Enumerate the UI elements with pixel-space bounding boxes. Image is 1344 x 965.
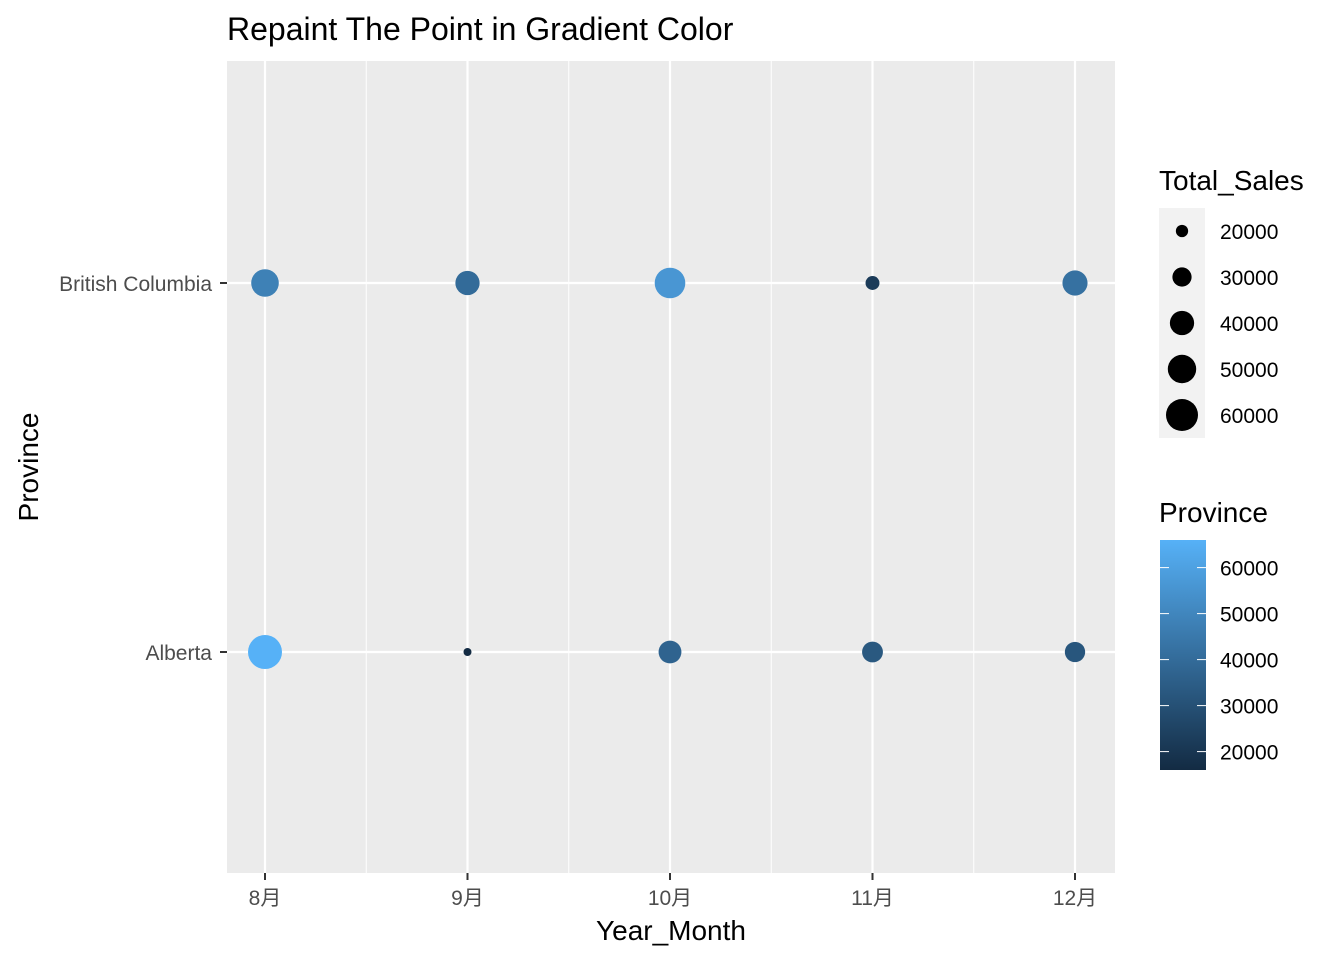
color-legend-items: 20000 30000 40000 50000 60000 [1160,558,1278,765]
data-point [865,276,880,290]
size-legend-title: Total_Sales [1159,165,1304,196]
y-tick-label: British Columbia [59,273,212,296]
size-legend-label: 30000 [1220,267,1278,290]
size-legend: Total_Sales 20000 30000 40000 50000 60000 [1159,165,1304,438]
data-point [455,270,480,296]
size-legend-label: 40000 [1220,313,1278,336]
data-point [862,641,883,663]
data-point [1064,641,1086,663]
size-legend-key [1165,398,1199,432]
x-tick-label: 12月 [1053,887,1097,910]
x-tick-label: 10月 [648,887,692,910]
color-legend-bar [1160,540,1206,770]
x-tick-label: 11月 [851,887,894,910]
data-points [248,267,1088,669]
color-legend-label: 60000 [1220,558,1278,581]
x-axis-title: Year_Month [596,915,746,946]
y-axis-title: Province [13,413,44,522]
size-legend-label: 20000 [1220,221,1278,244]
size-legend-items: 20000 30000 40000 50000 60000 [1165,221,1278,432]
size-legend-key [1169,310,1195,336]
color-legend-label: 40000 [1220,650,1278,673]
size-legend-label: 50000 [1220,359,1278,382]
x-tick-label: 8月 [249,887,282,910]
data-point [463,648,472,656]
data-point [1062,270,1088,296]
color-legend-label: 50000 [1220,604,1278,627]
x-tick-label: 9月 [451,887,484,910]
data-point [248,635,282,669]
y-axis: Alberta British Columbia [59,273,227,665]
color-legend-title: Province [1159,497,1268,528]
data-point [251,269,279,297]
size-legend-key [1175,224,1189,238]
size-legend-key [1172,267,1192,287]
data-point [658,640,682,664]
size-legend-label: 60000 [1220,405,1278,428]
chart-title: Repaint The Point in Gradient Color [227,11,734,47]
color-legend-label: 20000 [1220,742,1278,765]
color-legend-label: 30000 [1220,696,1278,719]
color-legend: Province 20000 30000 40000 50000 60000 [1159,497,1278,770]
x-axis: 8月 9月 10月 11月 12月 [249,873,1097,910]
size-legend-key [1167,354,1197,384]
data-point [654,267,686,299]
y-tick-label: Alberta [145,642,212,665]
